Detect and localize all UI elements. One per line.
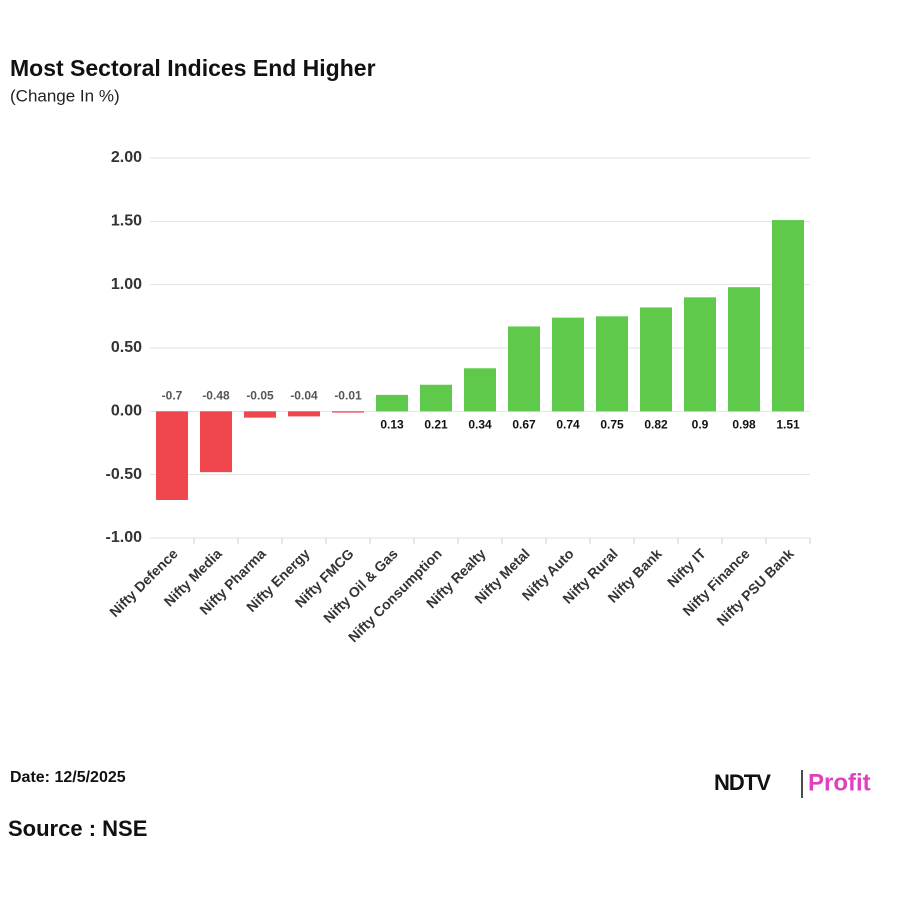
bar (640, 307, 672, 412)
y-tick-label: -0.50 (106, 466, 143, 483)
bar (728, 287, 760, 412)
value-label: 0.75 (600, 418, 624, 432)
value-label: 0.67 (512, 418, 536, 432)
source: Source : NSE (8, 816, 147, 841)
value-label: 0.82 (644, 418, 668, 432)
bar (596, 316, 628, 412)
bar (772, 220, 804, 412)
y-tick-label: 2.00 (111, 149, 142, 166)
bar (156, 411, 188, 500)
value-label: 0.21 (424, 418, 448, 432)
bar (552, 317, 584, 412)
bar (464, 368, 496, 412)
bar (508, 326, 540, 412)
value-label: 1.51 (776, 418, 800, 432)
bar (332, 411, 364, 413)
y-tick-label: -1.00 (106, 529, 143, 546)
date: Date: 12/5/2025 (10, 769, 126, 786)
bar (244, 411, 276, 418)
chart-title: Most Sectoral Indices End Higher (10, 55, 376, 81)
value-label: -0.04 (290, 389, 318, 403)
bar (200, 411, 232, 473)
value-label: 0.74 (556, 418, 580, 432)
logo-ndtv: NDTV (714, 770, 771, 795)
bar (288, 411, 320, 417)
value-label: 0.13 (380, 418, 404, 432)
logo-profit: Profit (808, 769, 871, 796)
chart-subtitle: (Change In %) (10, 86, 120, 105)
y-tick-label: 0.50 (111, 339, 142, 356)
bar (376, 394, 408, 412)
value-label: -0.01 (334, 389, 362, 403)
value-label: -0.48 (202, 389, 230, 403)
value-label: 0.98 (732, 418, 756, 432)
value-label: -0.05 (246, 389, 274, 403)
y-tick-label: 0.00 (111, 403, 142, 420)
bar (420, 384, 452, 412)
y-tick-label: 1.50 (111, 213, 142, 230)
value-label: 0.34 (468, 418, 492, 432)
value-label: 0.9 (692, 418, 709, 432)
bar (684, 297, 716, 412)
y-tick-label: 1.00 (111, 276, 142, 293)
value-label: -0.7 (162, 389, 183, 403)
